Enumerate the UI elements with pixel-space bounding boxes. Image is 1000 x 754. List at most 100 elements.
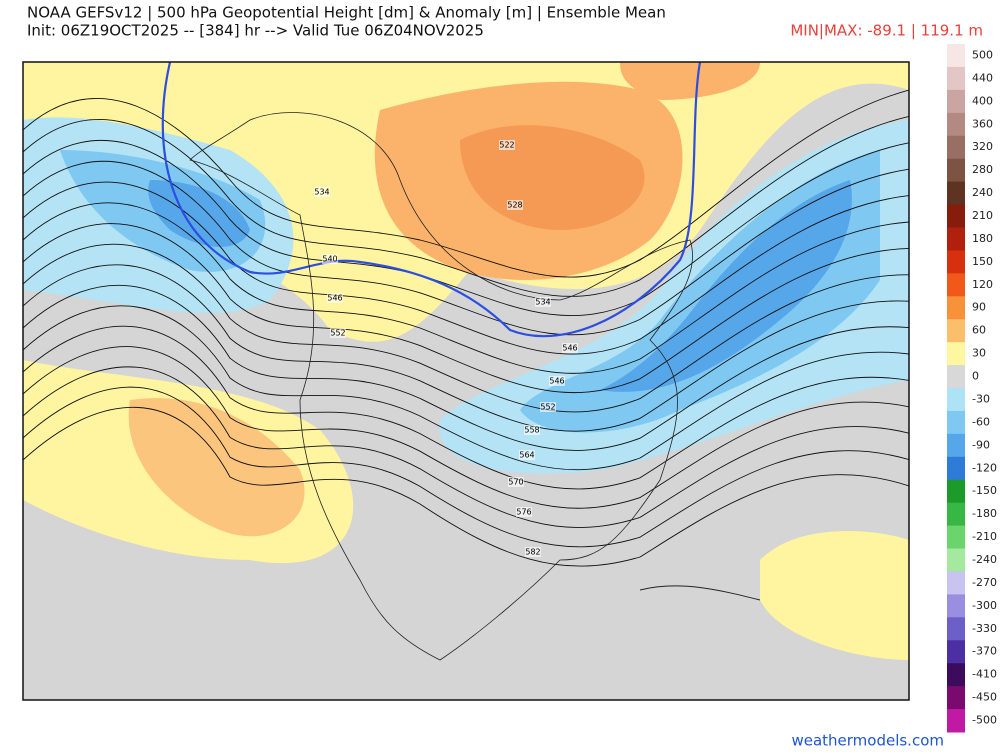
colorbar-cell xyxy=(947,594,965,618)
colorbar-cell xyxy=(947,433,965,458)
min-max: MIN|MAX: -89.1 | 119.1 m xyxy=(790,22,983,40)
contour-label-bg xyxy=(524,425,540,435)
colorbar-cell xyxy=(947,456,965,481)
colorbar-label: -30 xyxy=(972,392,990,405)
map: 534 522 528 540 546 552 534 546 546 552 558 564 570 5… xyxy=(23,62,909,700)
colorbar-label: 240 xyxy=(972,186,993,199)
colorbar-label: -150 xyxy=(972,484,997,497)
colorbar-cell xyxy=(947,388,965,412)
colorbar-label: 400 xyxy=(972,94,993,107)
contour-label: 546 xyxy=(562,344,577,353)
contour-label-bg xyxy=(507,200,523,210)
coastline xyxy=(189,112,693,661)
anomaly-positive xyxy=(128,398,305,537)
colorbar-cell xyxy=(947,227,965,251)
colorbar-cell xyxy=(947,66,965,91)
contour-label: 528 xyxy=(507,201,522,210)
contour-line xyxy=(23,366,909,528)
colorbar-label: -180 xyxy=(972,507,997,520)
contour-label: 546 xyxy=(327,294,342,303)
colorbar-label: 280 xyxy=(972,163,993,176)
colorbar-label: -90 xyxy=(972,438,990,451)
colorbar-label: -210 xyxy=(972,530,997,543)
colorbar-label: -270 xyxy=(972,576,997,589)
colorbar-label: -410 xyxy=(972,668,997,681)
title: NOAA GEFSv12 | 500 hPa Geopotential Heig… xyxy=(27,4,666,22)
contour-label: 582 xyxy=(525,548,540,557)
anomaly-negative xyxy=(600,180,852,392)
height-contours xyxy=(23,89,909,567)
contour-label: 540 xyxy=(322,255,337,264)
colorbar-cell xyxy=(947,479,965,504)
colorbar-label: 0 xyxy=(972,370,979,383)
contour-label-bg xyxy=(314,187,330,197)
colorbar-cell xyxy=(947,135,965,160)
colorbar-label: -240 xyxy=(972,553,997,566)
contour-label: 534 xyxy=(535,298,550,307)
contour-label: 576 xyxy=(516,508,531,517)
contour-label: 564 xyxy=(519,451,534,460)
anomaly-positive xyxy=(760,531,909,660)
contour-label-bg xyxy=(519,450,535,460)
contour-line xyxy=(23,346,909,509)
colorbar-cell xyxy=(947,571,965,595)
subtitle: Init: 06Z19OCT2025 -- [384] hr --> Valid… xyxy=(27,22,484,40)
colorbar-cell xyxy=(947,709,965,733)
credit: weathermodels.com xyxy=(791,732,944,750)
contour-label-bg xyxy=(327,293,343,303)
colorbar-label: 90 xyxy=(972,301,986,314)
anomaly-positive xyxy=(460,125,645,230)
colorbar-cell xyxy=(947,525,965,550)
colorbar-label: 320 xyxy=(972,140,993,153)
colorbar-cell xyxy=(947,112,965,137)
colorbar-cell xyxy=(947,617,965,641)
contour-label-bg xyxy=(499,140,515,150)
colorbar-cell xyxy=(947,548,965,572)
contour-line xyxy=(23,223,909,394)
contour-label: 546 xyxy=(549,377,564,386)
contour-line xyxy=(23,406,909,567)
colorbar-label: 440 xyxy=(972,71,993,84)
colorbar-label: 120 xyxy=(972,278,993,291)
contour-line xyxy=(23,89,909,278)
colorbar-label: -300 xyxy=(972,599,997,612)
contour-label: 570 xyxy=(508,478,523,487)
colorbar-label: -450 xyxy=(972,691,997,704)
colorbar-cell xyxy=(947,640,965,664)
colorbar: 500 440 400 360 320 280 240 210 180 150 120 90 60 30 0… xyxy=(947,44,997,733)
contour-label-bg xyxy=(508,477,524,487)
map-frame xyxy=(22,61,910,701)
contour-label-bg xyxy=(322,254,338,264)
colorbar-cell xyxy=(947,342,965,366)
colorbar-cell xyxy=(947,273,965,297)
colorbar-cell xyxy=(947,365,965,389)
contour-label-bg xyxy=(549,376,565,386)
colorbar-label: 500 xyxy=(972,48,993,61)
colorbar-label: 360 xyxy=(972,117,993,130)
anomaly-zero-line xyxy=(161,62,702,338)
contour-label: 534 xyxy=(314,188,329,197)
contour-line xyxy=(23,243,909,413)
colorbar-cell xyxy=(947,319,965,343)
colorbar-cell xyxy=(947,181,965,206)
contour-line xyxy=(23,181,909,355)
contour-label-bg xyxy=(540,402,556,412)
contour-line xyxy=(23,115,909,297)
colorbar-label: -370 xyxy=(972,645,997,658)
colorbar-cell xyxy=(947,44,965,68)
contour-label: 552 xyxy=(540,403,555,412)
colorbar-label: -120 xyxy=(972,461,997,474)
colorbar-cell xyxy=(947,250,965,274)
anomaly-negative xyxy=(148,180,250,247)
contour-label: 522 xyxy=(499,141,514,150)
contour-label-bg xyxy=(535,297,551,307)
colorbar-cell xyxy=(947,686,965,710)
colorbar-cell xyxy=(947,89,965,114)
contour-labels: 534 522 528 540 546 552 534 546 546 552 558 564 570 5… xyxy=(314,140,578,557)
contour-line xyxy=(23,284,909,451)
contour-label-bg xyxy=(562,343,578,353)
colorbar-label: 150 xyxy=(972,255,993,268)
colorbar-cell xyxy=(947,204,965,228)
colorbar-cell xyxy=(947,158,965,183)
